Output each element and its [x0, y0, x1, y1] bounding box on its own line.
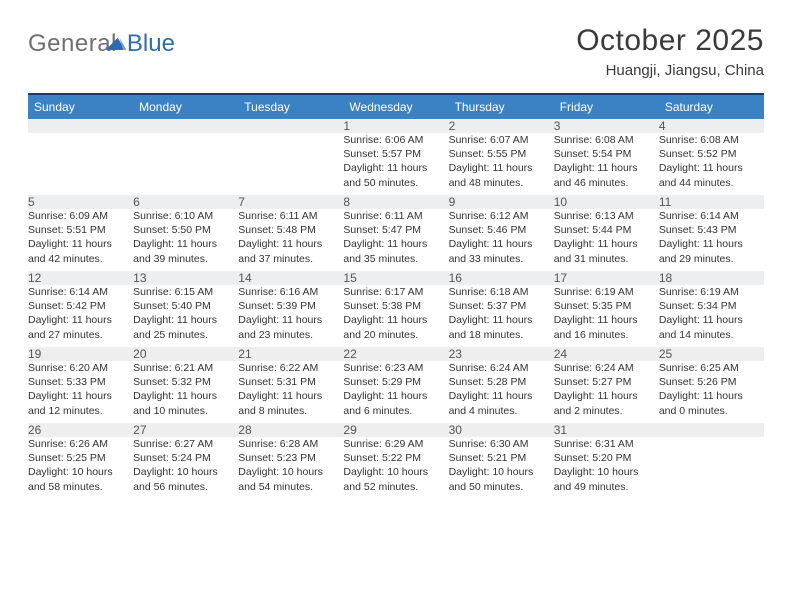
day-number-cell	[238, 119, 343, 133]
day-number-cell: 19	[28, 347, 133, 361]
day-number-cell: 12	[28, 271, 133, 285]
day-number-row: 567891011	[28, 195, 764, 209]
day-number-cell: 30	[449, 423, 554, 437]
logo-icon	[105, 36, 127, 50]
logo-word-2: Blue	[127, 30, 175, 58]
logo-word-1: General	[28, 30, 117, 58]
day-detail-cell: Sunrise: 6:24 AMSunset: 5:28 PMDaylight:…	[449, 361, 554, 423]
day-number-cell: 28	[238, 423, 343, 437]
day-detail-cell: Sunrise: 6:07 AMSunset: 5:55 PMDaylight:…	[449, 133, 554, 195]
weekday-header: Sunday	[28, 94, 133, 119]
title-block: October 2025 Huangji, Jiangsu, China	[576, 24, 764, 79]
day-number-cell: 22	[343, 347, 448, 361]
page-title: October 2025	[576, 24, 764, 58]
day-detail-row: Sunrise: 6:09 AMSunset: 5:51 PMDaylight:…	[28, 209, 764, 271]
day-detail-row: Sunrise: 6:26 AMSunset: 5:25 PMDaylight:…	[28, 437, 764, 499]
day-number-row: 1234	[28, 119, 764, 133]
day-detail-cell: Sunrise: 6:24 AMSunset: 5:27 PMDaylight:…	[554, 361, 659, 423]
day-number-cell: 1	[343, 119, 448, 133]
day-detail-cell: Sunrise: 6:18 AMSunset: 5:37 PMDaylight:…	[449, 285, 554, 347]
day-number-cell: 20	[133, 347, 238, 361]
day-number-cell: 18	[659, 271, 764, 285]
day-number-cell	[659, 423, 764, 437]
day-detail-cell	[659, 437, 764, 499]
day-number-cell: 16	[449, 271, 554, 285]
day-number-cell: 2	[449, 119, 554, 133]
day-detail-cell: Sunrise: 6:27 AMSunset: 5:24 PMDaylight:…	[133, 437, 238, 499]
day-number-cell: 6	[133, 195, 238, 209]
calendar-table: SundayMondayTuesdayWednesdayThursdayFrid…	[28, 93, 764, 499]
day-detail-cell: Sunrise: 6:11 AMSunset: 5:48 PMDaylight:…	[238, 209, 343, 271]
day-detail-cell	[238, 133, 343, 195]
weekday-header: Thursday	[449, 94, 554, 119]
day-number-cell	[28, 119, 133, 133]
day-detail-cell: Sunrise: 6:08 AMSunset: 5:54 PMDaylight:…	[554, 133, 659, 195]
day-number-cell: 23	[449, 347, 554, 361]
day-number-cell: 25	[659, 347, 764, 361]
day-detail-cell: Sunrise: 6:09 AMSunset: 5:51 PMDaylight:…	[28, 209, 133, 271]
day-number-row: 12131415161718	[28, 271, 764, 285]
day-detail-cell: Sunrise: 6:16 AMSunset: 5:39 PMDaylight:…	[238, 285, 343, 347]
day-number-cell: 8	[343, 195, 448, 209]
day-number-cell: 11	[659, 195, 764, 209]
day-number-cell: 21	[238, 347, 343, 361]
day-detail-cell: Sunrise: 6:10 AMSunset: 5:50 PMDaylight:…	[133, 209, 238, 271]
day-number-cell: 24	[554, 347, 659, 361]
day-number-cell: 14	[238, 271, 343, 285]
day-detail-cell: Sunrise: 6:06 AMSunset: 5:57 PMDaylight:…	[343, 133, 448, 195]
day-detail-row: Sunrise: 6:20 AMSunset: 5:33 PMDaylight:…	[28, 361, 764, 423]
day-number-cell: 31	[554, 423, 659, 437]
day-number-cell	[133, 119, 238, 133]
day-number-cell: 27	[133, 423, 238, 437]
location-text: Huangji, Jiangsu, China	[576, 62, 764, 79]
day-number-cell: 15	[343, 271, 448, 285]
day-number-row: 262728293031	[28, 423, 764, 437]
weekday-header: Saturday	[659, 94, 764, 119]
day-detail-cell: Sunrise: 6:28 AMSunset: 5:23 PMDaylight:…	[238, 437, 343, 499]
day-detail-cell	[133, 133, 238, 195]
day-detail-cell: Sunrise: 6:14 AMSunset: 5:42 PMDaylight:…	[28, 285, 133, 347]
day-number-cell: 10	[554, 195, 659, 209]
day-detail-cell: Sunrise: 6:11 AMSunset: 5:47 PMDaylight:…	[343, 209, 448, 271]
day-detail-cell: Sunrise: 6:14 AMSunset: 5:43 PMDaylight:…	[659, 209, 764, 271]
day-number-cell: 29	[343, 423, 448, 437]
header: General Blue October 2025 Huangji, Jiang…	[28, 24, 764, 79]
day-detail-cell: Sunrise: 6:29 AMSunset: 5:22 PMDaylight:…	[343, 437, 448, 499]
day-number-cell: 7	[238, 195, 343, 209]
calendar-body: 1234Sunrise: 6:06 AMSunset: 5:57 PMDayli…	[28, 119, 764, 499]
weekday-header: Monday	[133, 94, 238, 119]
day-number-cell: 4	[659, 119, 764, 133]
day-number-cell: 17	[554, 271, 659, 285]
day-detail-cell: Sunrise: 6:31 AMSunset: 5:20 PMDaylight:…	[554, 437, 659, 499]
day-detail-cell: Sunrise: 6:15 AMSunset: 5:40 PMDaylight:…	[133, 285, 238, 347]
day-detail-cell: Sunrise: 6:17 AMSunset: 5:38 PMDaylight:…	[343, 285, 448, 347]
day-detail-cell: Sunrise: 6:21 AMSunset: 5:32 PMDaylight:…	[133, 361, 238, 423]
day-detail-cell: Sunrise: 6:22 AMSunset: 5:31 PMDaylight:…	[238, 361, 343, 423]
day-detail-cell: Sunrise: 6:23 AMSunset: 5:29 PMDaylight:…	[343, 361, 448, 423]
weekday-header-row: SundayMondayTuesdayWednesdayThursdayFrid…	[28, 94, 764, 119]
day-detail-cell	[28, 133, 133, 195]
day-detail-cell: Sunrise: 6:20 AMSunset: 5:33 PMDaylight:…	[28, 361, 133, 423]
day-detail-cell: Sunrise: 6:26 AMSunset: 5:25 PMDaylight:…	[28, 437, 133, 499]
day-detail-row: Sunrise: 6:14 AMSunset: 5:42 PMDaylight:…	[28, 285, 764, 347]
day-detail-row: Sunrise: 6:06 AMSunset: 5:57 PMDaylight:…	[28, 133, 764, 195]
weekday-header: Tuesday	[238, 94, 343, 119]
day-detail-cell: Sunrise: 6:19 AMSunset: 5:35 PMDaylight:…	[554, 285, 659, 347]
day-detail-cell: Sunrise: 6:25 AMSunset: 5:26 PMDaylight:…	[659, 361, 764, 423]
weekday-header: Wednesday	[343, 94, 448, 119]
weekday-header: Friday	[554, 94, 659, 119]
day-detail-cell: Sunrise: 6:13 AMSunset: 5:44 PMDaylight:…	[554, 209, 659, 271]
logo: General Blue	[28, 30, 175, 58]
day-number-cell: 13	[133, 271, 238, 285]
day-detail-cell: Sunrise: 6:08 AMSunset: 5:52 PMDaylight:…	[659, 133, 764, 195]
day-number-cell: 3	[554, 119, 659, 133]
day-number-cell: 9	[449, 195, 554, 209]
day-number-row: 19202122232425	[28, 347, 764, 361]
day-detail-cell: Sunrise: 6:12 AMSunset: 5:46 PMDaylight:…	[449, 209, 554, 271]
day-number-cell: 5	[28, 195, 133, 209]
day-number-cell: 26	[28, 423, 133, 437]
day-detail-cell: Sunrise: 6:30 AMSunset: 5:21 PMDaylight:…	[449, 437, 554, 499]
day-detail-cell: Sunrise: 6:19 AMSunset: 5:34 PMDaylight:…	[659, 285, 764, 347]
